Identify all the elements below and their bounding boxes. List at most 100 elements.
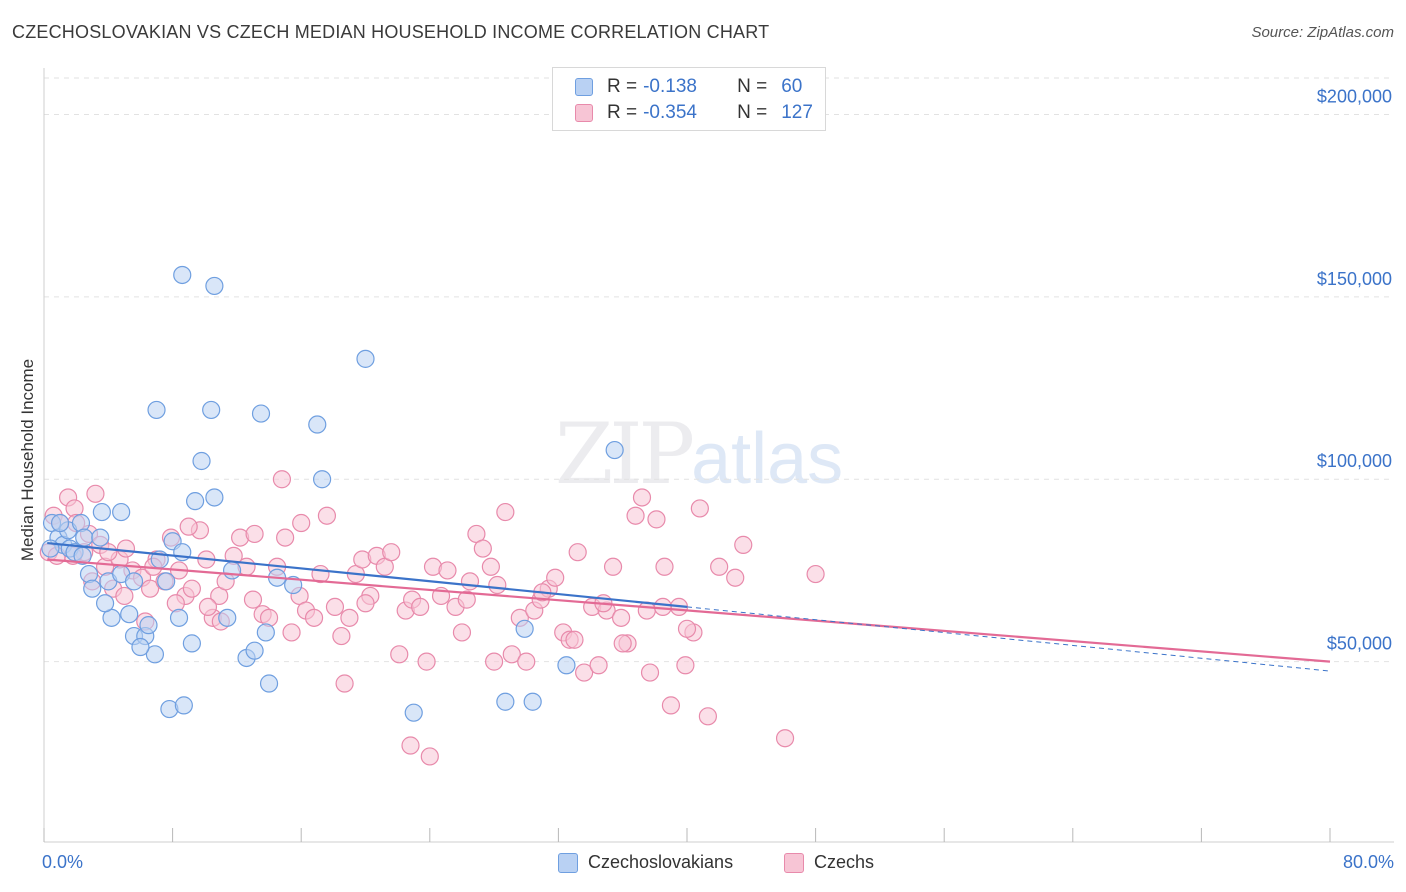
legend-row-czechs: R = -0.354 N = 127: [575, 102, 813, 124]
czechoslovakian-point: [120, 605, 139, 624]
czechoslovakian-point: [222, 561, 242, 580]
series-swatch-blue: [558, 852, 578, 873]
czech-point: [575, 663, 594, 682]
czechoslovakian-point: [92, 502, 111, 522]
czech-point: [710, 557, 729, 576]
czechoslovakian-point: [174, 696, 193, 715]
czechoslovakian-point: [202, 400, 221, 420]
legend-swatch-blue: [575, 78, 593, 96]
legend-swatch-pink: [575, 104, 593, 122]
czech-point: [568, 543, 587, 562]
series-legend-czechoslovakians[interactable]: Czechoslovakians: [558, 852, 733, 873]
y-tick-label: $50,000: [1327, 634, 1392, 654]
czech-point: [661, 696, 681, 715]
czechoslovakian-point: [124, 572, 144, 591]
czech-point: [775, 729, 795, 748]
czechoslovakian-point: [205, 488, 224, 507]
x-tick-max: 80.0%: [1342, 852, 1394, 872]
czechoslovakian-point: [205, 276, 224, 296]
x-tick-min: 0.0%: [42, 852, 84, 872]
czechoslovakian-point: [356, 349, 375, 368]
series-legend-label: Czechoslovakians: [588, 852, 734, 872]
czech-point: [637, 601, 656, 620]
czech-point: [335, 674, 354, 693]
czechoslovakian-point: [312, 470, 332, 489]
legend-r-label: R =: [607, 102, 638, 123]
czechoslovakian-point: [404, 703, 423, 722]
czech-point: [452, 623, 472, 642]
series-swatch-pink: [784, 852, 804, 873]
czech-point: [690, 499, 709, 518]
czech-point: [726, 568, 745, 587]
legend-row-czechoslovakians: R = -0.138 N = 60: [575, 76, 802, 98]
czech-point: [272, 470, 292, 489]
series-legend-label: Czechs: [814, 852, 875, 872]
czech-point: [677, 619, 697, 638]
czechoslovakian-point: [131, 637, 150, 657]
czech-point: [653, 597, 672, 617]
czech-point: [473, 539, 492, 558]
czech-point: [603, 557, 623, 576]
watermark: ZIPatlas: [555, 405, 843, 503]
czech-point: [632, 488, 652, 507]
correlation-legend: R = -0.138 N = 60 R = -0.354 N = 127: [552, 67, 826, 131]
czechoslovakian-point: [112, 502, 131, 522]
czechoslovakian-point: [173, 265, 192, 285]
czech-point: [86, 484, 105, 503]
czech-point: [282, 623, 301, 642]
series-legend-czechs[interactable]: Czechs: [784, 852, 874, 873]
czechoslovakian-point: [145, 645, 165, 664]
czech-point: [502, 645, 521, 664]
czech-point: [457, 590, 476, 609]
czechoslovakian-point: [139, 616, 158, 635]
chart-title: CZECHOSLOVAKIAN VS CZECH MEDIAN HOUSEHOL…: [12, 22, 770, 42]
czechoslovakian-point: [186, 492, 205, 511]
watermark-zip: ZIP: [555, 405, 695, 503]
y-tick-label: $100,000: [1317, 451, 1392, 471]
czech-point: [325, 597, 345, 617]
czech-point: [565, 630, 584, 649]
czech-point: [390, 645, 409, 664]
czech-point: [340, 608, 359, 627]
czech-point: [332, 626, 351, 646]
legend-n-value: 127: [781, 102, 813, 123]
czechoslovakian-point: [256, 623, 275, 642]
czechoslovakian-point: [251, 404, 271, 423]
czech-point: [481, 557, 500, 576]
czech-point: [626, 506, 645, 525]
czechoslovakian-point: [284, 575, 303, 595]
czech-point: [496, 502, 515, 522]
czechoslovakian-point: [192, 451, 211, 471]
czech-point: [417, 652, 436, 671]
czech-point: [460, 572, 480, 591]
czech-point: [734, 535, 753, 554]
czech-point: [243, 590, 263, 609]
czechs-trend-line: [47, 558, 1331, 663]
czech-point: [382, 543, 401, 562]
data-points: [39, 265, 825, 766]
czech-point: [589, 656, 608, 675]
czech-point: [140, 579, 160, 598]
czech-point: [198, 597, 218, 617]
czech-point: [438, 561, 457, 580]
legend-r-label: R =: [607, 76, 638, 97]
czech-point: [116, 539, 136, 558]
czech-point: [488, 575, 507, 595]
legend-r-value: -0.138: [643, 76, 697, 97]
czech-point: [245, 524, 264, 544]
czechoslovakian-point: [157, 572, 176, 591]
czech-point: [304, 608, 324, 627]
czech-point: [292, 513, 311, 533]
czechoslovakian-point: [308, 415, 327, 434]
series-legend: Czechoslovakians Czechs: [0, 852, 1406, 876]
czechoslovakian-point: [50, 513, 70, 533]
czechoslovakian-point: [515, 619, 534, 638]
czech-point: [276, 528, 295, 547]
legend-n-label: N =: [737, 102, 768, 123]
czech-point: [647, 510, 666, 529]
czechoslovakian-point: [75, 528, 94, 547]
watermark-atlas: atlas: [691, 419, 844, 499]
czechoslovakian-point: [259, 674, 279, 693]
legend-r-value: -0.354: [643, 102, 697, 123]
czech-point: [611, 608, 631, 627]
